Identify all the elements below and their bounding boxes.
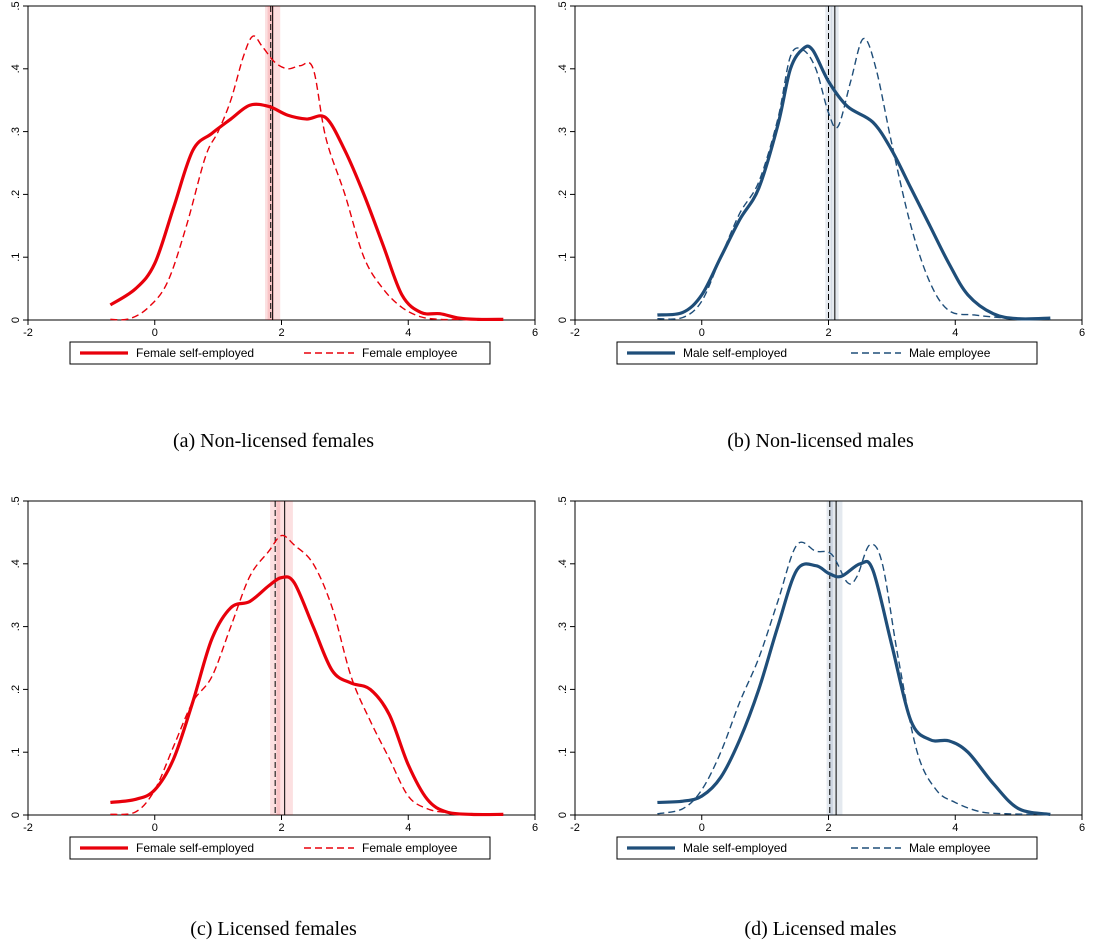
x-tick-label: 2 [825, 327, 831, 339]
plot-area [574, 500, 1083, 816]
x-tick-label: 6 [1079, 822, 1085, 834]
y-tick-label: .1 [10, 748, 22, 757]
employee-density-line [657, 541, 1051, 816]
y-tick-label: 0 [557, 812, 569, 818]
employee-density-line [110, 35, 504, 321]
x-tick-label: 4 [952, 327, 958, 339]
y-tick-label: .1 [10, 253, 22, 262]
self-employed-density-line [110, 575, 504, 817]
legend-box [616, 836, 1038, 860]
y-tick-label: 0 [10, 812, 22, 818]
x-tick-label: 4 [952, 822, 958, 834]
employee-density-line [657, 37, 1051, 321]
x-tick-label: 4 [405, 822, 411, 834]
x-tick-label: -2 [570, 822, 580, 834]
panel-caption: (b) Non-licensed males [727, 430, 914, 452]
legend-label: Male self-employed [683, 346, 787, 360]
x-tick-label: -2 [23, 822, 33, 834]
legend-box [69, 341, 491, 365]
x-tick-label: 6 [1079, 327, 1085, 339]
legend-label: Female self-employed [136, 841, 254, 855]
y-tick-label: .3 [10, 127, 22, 136]
x-tick-label: 0 [699, 822, 705, 834]
y-tick-label: .1 [557, 253, 569, 262]
self-employed-density-line [657, 559, 1051, 816]
plot-area [27, 500, 536, 816]
y-tick-label: .5 [557, 1, 569, 10]
legend-label: Female self-employed [136, 346, 254, 360]
self-employed-density-line [109, 102, 504, 322]
legend-label: Male self-employed [683, 841, 787, 855]
panel-b: -2 0 2 4 6.5.4.3.2.1 0 Male self-employed Male … [547, 0, 1094, 452]
y-tick-label: .4 [10, 64, 22, 73]
y-tick-label: .4 [557, 559, 569, 568]
y-tick-label: 0 [10, 317, 22, 323]
y-tick-label: .4 [10, 559, 22, 568]
x-tick-label: 0 [152, 822, 158, 834]
x-tick-label: 2 [278, 327, 284, 339]
x-tick-label: 0 [699, 327, 705, 339]
panel-a: -2 0 2 4 6.5.4.3.2.1 0 Female self-employed Fem… [0, 0, 547, 452]
legend-label: Female employee [362, 346, 458, 360]
self-employed-density-line [657, 44, 1051, 321]
y-tick-label: .5 [10, 496, 22, 505]
panel-caption: (a) Non-licensed females [172, 430, 374, 452]
x-tick-label: 2 [278, 822, 284, 834]
legend-label: Male employee [909, 841, 991, 855]
legend-box [616, 341, 1038, 365]
x-tick-label: 6 [532, 822, 538, 834]
x-tick-label: -2 [23, 327, 33, 339]
y-tick-label: .1 [557, 748, 569, 757]
y-tick-label: .3 [557, 127, 569, 136]
x-tick-label: -2 [570, 327, 580, 339]
legend-label: Female employee [362, 841, 458, 855]
panel-caption: (d) Licensed males [744, 918, 897, 940]
legend-label: Male employee [909, 346, 991, 360]
legend-box [69, 836, 491, 860]
y-tick-label: .4 [557, 64, 569, 73]
panel-c: -2 0 2 4 6.5.4.3.2.1 0 Female self-employed Fem… [0, 495, 547, 940]
y-tick-label: .5 [10, 1, 22, 10]
y-tick-label: .3 [557, 622, 569, 631]
plot-area [27, 5, 536, 321]
panel-d: -2 0 2 4 6.5.4.3.2.1 0 Male self-employed Male … [547, 495, 1094, 940]
y-tick-label: .2 [557, 685, 569, 694]
x-tick-label: 4 [405, 327, 411, 339]
y-tick-label: .2 [557, 190, 569, 199]
y-tick-label: .2 [10, 190, 22, 199]
x-tick-label: 2 [825, 822, 831, 834]
y-tick-label: .2 [10, 685, 22, 694]
x-tick-label: 0 [152, 327, 158, 339]
employee-density-line [110, 534, 504, 816]
y-tick-label: .5 [557, 496, 569, 505]
panel-caption: (c) Licensed females [190, 918, 357, 940]
y-tick-label: .3 [10, 622, 22, 631]
y-tick-label: 0 [557, 317, 569, 323]
x-tick-label: 6 [532, 327, 538, 339]
